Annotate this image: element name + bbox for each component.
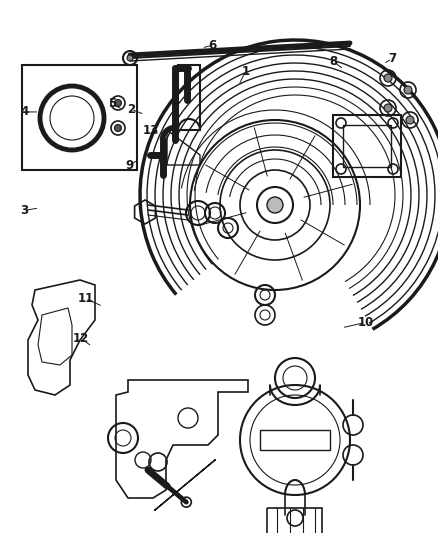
Bar	[343, 125, 391, 167]
Circle shape	[384, 104, 392, 112]
Circle shape	[114, 100, 121, 107]
Text: 5: 5	[108, 98, 116, 110]
Text: 10: 10	[357, 316, 374, 329]
Bar	[333, 115, 401, 177]
Bar	[22, 65, 137, 170]
Circle shape	[267, 197, 283, 213]
Text: 11: 11	[77, 292, 94, 305]
Circle shape	[127, 55, 133, 61]
Circle shape	[404, 86, 412, 94]
Text: 2: 2	[127, 103, 135, 116]
Text: 3: 3	[20, 204, 28, 217]
Text: 9: 9	[125, 159, 133, 172]
Text: 12: 12	[73, 332, 89, 345]
Text: 13: 13	[143, 124, 159, 137]
Circle shape	[114, 125, 121, 132]
Bar	[260, 430, 330, 450]
Circle shape	[406, 116, 414, 124]
Circle shape	[384, 74, 392, 82]
Text: 6: 6	[208, 39, 216, 52]
Bar	[267, 508, 322, 533]
Text: 1: 1	[241, 66, 249, 78]
Text: 4: 4	[20, 106, 28, 118]
Text: 7: 7	[388, 52, 396, 65]
Text: 8: 8	[329, 55, 337, 68]
